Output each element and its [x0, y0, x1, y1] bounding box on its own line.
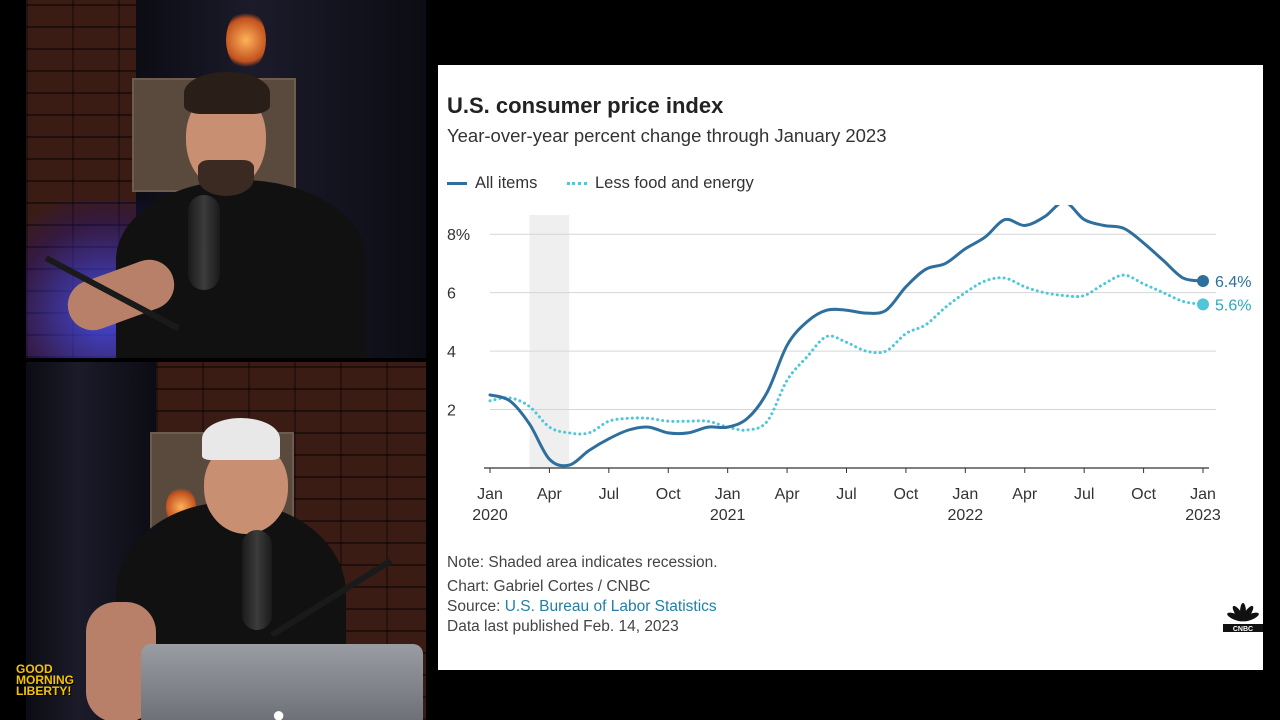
show-logo-line2: MORNING: [16, 673, 74, 687]
lamp: [226, 10, 266, 70]
legend-label-all-items: All items: [475, 174, 538, 192]
legend-swatch-dotted: [567, 182, 587, 185]
svg-text:CNBC: CNBC: [1233, 626, 1253, 632]
series-line-less-food-energy: [488, 273, 1205, 436]
end-point-all-items: [1197, 274, 1209, 287]
x-tick-label: Jul: [1074, 486, 1094, 503]
show-logo-line1: GOOD: [16, 662, 53, 676]
cnbc-peacock-icon: CNBC: [1223, 603, 1263, 632]
x-tick-label: Apr: [537, 486, 563, 503]
x-tick-year-label: 2020: [472, 507, 508, 524]
end-point-less-food-energy: [1197, 298, 1209, 311]
x-tick-label: Apr: [775, 486, 801, 503]
source-link[interactable]: U.S. Bureau of Labor Statistics: [504, 598, 717, 615]
chart-credit: Chart: Gabriel Cortes / CNBC: [447, 578, 651, 595]
laptop: [141, 644, 423, 720]
x-tick-label: Oct: [893, 486, 918, 503]
microphone-icon: [242, 530, 272, 630]
x-tick-label: Jan: [1190, 486, 1216, 503]
recession-shade: [529, 215, 570, 468]
legend-item-all-items: All items: [447, 174, 537, 193]
host-hair: [184, 72, 270, 114]
cohost-cap: [202, 418, 280, 460]
apple-icon: ●: [272, 702, 286, 720]
show-logo-line3: LIBERTY!: [16, 684, 72, 698]
end-label-less-food-energy: 5.6%: [1215, 297, 1251, 314]
webcam-feed-bottom: ●: [26, 362, 426, 720]
recession-note: Note: Shaded area indicates recession.: [447, 554, 718, 571]
x-tick-label: Jan: [952, 486, 978, 503]
webcam-feed-top: [26, 0, 426, 358]
x-tick-year-label: 2021: [710, 507, 746, 524]
x-tick-label: Oct: [656, 486, 681, 503]
x-tick-label: Oct: [1131, 486, 1156, 503]
y-tick-label: 6: [447, 286, 456, 303]
source-line: Source: U.S. Bureau of Labor Statistics: [447, 598, 717, 616]
microphone-icon: [188, 195, 220, 290]
x-tick-label: Jul: [836, 486, 856, 503]
series-line-all-items: [488, 205, 1205, 468]
x-tick-label: Jan: [477, 486, 503, 503]
cpi-line-chart: 2 4 6 8% Jan 2020 Apr Jul Oct Jan 2021 Apr Jul Oct Jan…: [447, 205, 1251, 524]
y-tick-label: 2: [447, 403, 456, 420]
legend-swatch-solid: [447, 182, 467, 185]
chart-title: U.S. consumer price index: [447, 93, 724, 118]
x-tick-year-label: 2023: [1185, 507, 1221, 524]
legend-label-less-food-energy: Less food and energy: [595, 174, 754, 192]
x-tick-label: Apr: [1012, 486, 1038, 503]
y-tick-label: 8%: [447, 227, 470, 244]
show-logo: GOOD MORNING LIBERTY!: [16, 662, 100, 698]
y-tick-label: 4: [447, 344, 456, 361]
x-tick-year-label: 2022: [948, 507, 984, 524]
published-date: Data last published Feb. 14, 2023: [447, 618, 679, 635]
host-beard: [198, 160, 254, 196]
chart-subtitle: Year-over-year percent change through Ja…: [447, 125, 887, 146]
x-tick-label: Jul: [599, 486, 619, 503]
chart-panel: U.S. consumer price index Year-over-year…: [438, 65, 1263, 670]
x-tick-label: Jan: [715, 486, 741, 503]
end-label-all-items: 6.4%: [1215, 274, 1251, 291]
source-prefix: Source:: [447, 598, 505, 615]
legend-item-less-food-energy: Less food and energy: [567, 174, 754, 193]
